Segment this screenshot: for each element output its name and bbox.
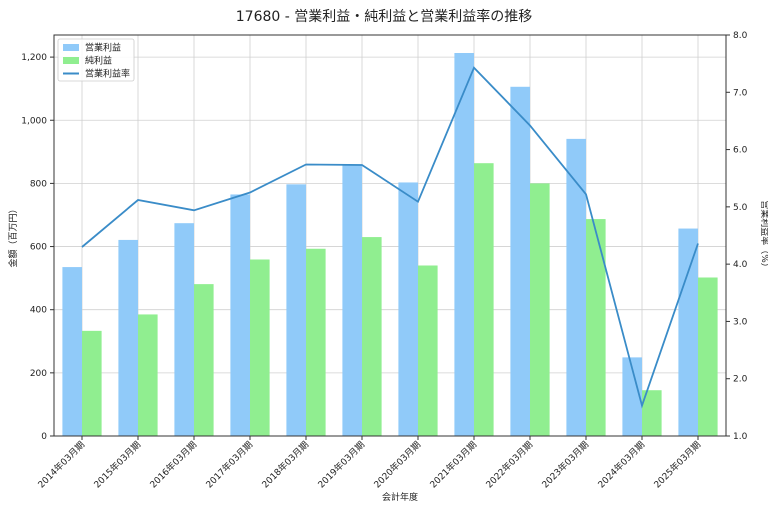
bars-group <box>62 52 718 436</box>
bar-net-profit-6 <box>418 265 438 436</box>
y-axis-ticks: 0 200 400 600 800 1,000 1,200 <box>21 53 54 442</box>
y-axis-label: 金額（百万円） <box>7 204 19 267</box>
bar-operating-profit-7 <box>454 52 474 436</box>
bar-operating-profit-10 <box>622 357 642 436</box>
x-tick-label-0: 2014年03月期 <box>35 439 87 491</box>
x-tick-label-6: 2020年03月期 <box>371 439 423 491</box>
bar-operating-profit-9 <box>566 138 586 436</box>
bar-operating-profit-4 <box>286 184 306 436</box>
bar-operating-profit-11 <box>678 228 698 436</box>
bar-net-profit-2 <box>194 284 214 436</box>
bar-net-profit-7 <box>474 163 494 436</box>
x-tick-label-11: 2025年03月期 <box>651 439 703 491</box>
x-tick-label-8: 2022年03月期 <box>483 439 535 491</box>
bar-operating-profit-3 <box>230 194 250 436</box>
bar-net-profit-10 <box>642 390 662 436</box>
legend-entry-1: 純利益 <box>85 55 112 67</box>
bar-net-profit-1 <box>138 314 158 436</box>
y2-tick-label-3: 4.0 <box>733 260 748 270</box>
plot-frame <box>53 34 727 437</box>
legend-entry-2: 営業利益率 <box>85 68 130 80</box>
bar-net-profit-3 <box>250 259 270 436</box>
bar-operating-profit-1 <box>118 239 138 436</box>
y-tick-label-5: 1,000 <box>21 116 47 126</box>
x-tick-label-2: 2016年03月期 <box>147 439 199 491</box>
x-axis-ticks: 2014年03月期 2015年03月期 2016年03月期 2017年03月期 2018… <box>35 436 703 491</box>
y-tick-label-6: 1,200 <box>21 53 47 63</box>
bar-operating-profit-5 <box>342 164 362 436</box>
bar-net-profit-8 <box>530 183 550 436</box>
y-tick-label-3: 600 <box>30 243 47 253</box>
bar-operating-profit-2 <box>174 223 194 436</box>
y-tick-label-1: 200 <box>30 369 47 379</box>
bar-operating-profit-0 <box>62 267 82 436</box>
bar-net-profit-11 <box>698 277 718 436</box>
bar-net-profit-0 <box>82 330 102 436</box>
legend-entry-0: 営業利益 <box>85 42 121 54</box>
x-tick-label-10: 2024年03月期 <box>595 439 647 491</box>
legend-swatch-0 <box>63 44 79 51</box>
y2-tick-label-4: 5.0 <box>733 203 748 213</box>
y2-axis-ticks: 1.0 2.0 3.0 4.0 5.0 6.0 7.0 8.0 <box>726 31 748 442</box>
x-axis-label: 会計年度 <box>382 491 418 503</box>
x-tick-label-5: 2019年03月期 <box>315 439 367 491</box>
line-operating-margin <box>81 66 699 409</box>
y2-tick-label-2: 3.0 <box>733 317 748 327</box>
bar-net-profit-5 <box>362 237 382 436</box>
bar-operating-profit-6 <box>398 182 418 436</box>
y-tick-label-0: 0 <box>41 432 47 442</box>
y2-tick-label-5: 6.0 <box>733 146 748 156</box>
x-tick-label-1: 2015年03月期 <box>91 439 143 491</box>
bar-net-profit-4 <box>306 248 326 436</box>
legend-swatch-1 <box>63 57 79 64</box>
x-tick-label-3: 2017年03月期 <box>203 439 255 491</box>
x-tick-label-4: 2018年03月期 <box>259 439 311 491</box>
y2-tick-label-7: 8.0 <box>733 31 748 41</box>
bar-operating-profit-8 <box>510 86 530 436</box>
y2-tick-label-0: 1.0 <box>733 432 748 442</box>
y2-axis-label: 営業利益率（%） <box>759 200 768 272</box>
axes-group <box>53 34 727 437</box>
line-series-group <box>81 66 699 409</box>
x-tick-label-7: 2021年03月期 <box>427 439 479 491</box>
y-tick-label-2: 400 <box>30 306 47 316</box>
bar-net-profit-9 <box>586 219 606 436</box>
y-tick-label-4: 800 <box>30 179 47 189</box>
chart-title: 17680 - 営業利益・純利益と営業利益率の推移 <box>236 8 533 25</box>
y2-tick-label-1: 2.0 <box>733 375 748 385</box>
x-tick-label-9: 2023年03月期 <box>539 439 591 491</box>
y2-tick-label-6: 7.0 <box>733 88 748 98</box>
